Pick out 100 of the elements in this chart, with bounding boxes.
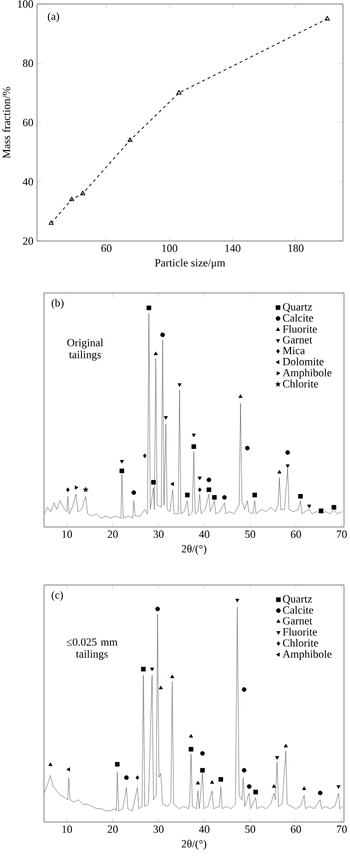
- point: [200, 768, 205, 773]
- point: [146, 306, 152, 310]
- point: [189, 734, 194, 738]
- legend-label: Amphibole: [282, 650, 332, 660]
- x-tick-label: 70: [336, 826, 347, 833]
- point: [210, 780, 214, 784]
- x-tick-label: 10: [62, 530, 72, 538]
- x-tick-label: 70: [336, 530, 347, 538]
- point: [318, 790, 322, 796]
- point: [200, 751, 205, 756]
- x-tick-label: 60: [101, 244, 112, 252]
- x-tick-label: 60: [290, 530, 301, 538]
- y-tick-label: 80: [22, 60, 34, 67]
- y-tick-label: 100: [18, 0, 34, 8]
- point: [142, 453, 147, 458]
- legend-label: Garnet: [282, 336, 312, 344]
- point: [253, 790, 258, 794]
- legend-label: Quartz: [282, 595, 312, 604]
- point: [238, 394, 242, 398]
- point: [136, 775, 140, 780]
- point: [48, 220, 54, 225]
- point: [196, 780, 200, 784]
- point: [80, 190, 86, 196]
- point: [324, 16, 330, 20]
- point: [114, 762, 120, 767]
- point: [198, 487, 202, 492]
- legend-label: Dolomite: [282, 358, 324, 366]
- point: [242, 687, 246, 692]
- x-tick-label: 40: [199, 826, 210, 833]
- point: [164, 416, 168, 420]
- annotation: (c): [52, 590, 63, 601]
- point: [275, 756, 280, 760]
- x-tick-label: 50: [245, 826, 256, 833]
- legend-label: Quartz: [282, 303, 312, 312]
- point: [178, 383, 182, 387]
- point: [128, 137, 133, 142]
- point: [160, 332, 165, 338]
- x-tick-label: 10: [62, 826, 72, 833]
- point: [285, 450, 290, 455]
- point: [192, 434, 196, 438]
- x-axis-title: Particle size/μm: [154, 258, 226, 269]
- point: [242, 768, 246, 773]
- point: [252, 492, 257, 498]
- point: [245, 446, 250, 450]
- point: [82, 486, 88, 492]
- point: [235, 598, 240, 602]
- point: [307, 504, 312, 508]
- x-tick-label: 30: [154, 826, 164, 833]
- legend-label: Amphibole: [282, 368, 332, 379]
- point: [124, 775, 129, 780]
- x-tick-label: 140: [225, 244, 240, 252]
- point: [277, 470, 282, 474]
- point: [188, 746, 194, 752]
- point: [176, 90, 182, 95]
- point: [155, 606, 160, 612]
- y-tick-label: 20: [23, 237, 34, 245]
- legend-label: Mica: [282, 346, 305, 354]
- point: [48, 762, 52, 766]
- annotation: (b): [52, 298, 64, 309]
- point: [332, 504, 336, 510]
- point: [206, 487, 212, 492]
- point: [66, 487, 70, 492]
- x-tick-label: 40: [199, 530, 210, 538]
- point: [222, 495, 227, 500]
- point: [336, 785, 341, 789]
- point: [212, 495, 217, 500]
- legend-label: Garnet: [282, 617, 312, 624]
- y-axis-title: Mass fraction/%: [2, 86, 10, 158]
- y-tick-label: 40: [22, 178, 34, 186]
- point: [206, 478, 212, 482]
- point: [198, 476, 202, 480]
- point: [120, 468, 124, 474]
- x-axis-title: 2θ/(°): [182, 544, 206, 555]
- point: [218, 777, 224, 782]
- x-tick-label: 20: [108, 530, 118, 538]
- point: [246, 784, 252, 789]
- annotation: (a): [48, 12, 60, 22]
- x-tick-label: 30: [154, 530, 164, 538]
- point: [272, 784, 276, 788]
- x-tick-label: 50: [245, 530, 256, 538]
- point: [141, 666, 146, 672]
- annotation: Original tailings: [67, 338, 104, 361]
- point: [286, 464, 290, 468]
- y-tick-label: 60: [22, 118, 34, 126]
- x-tick-label: 180: [288, 244, 304, 252]
- point: [318, 508, 324, 514]
- point: [66, 767, 70, 772]
- x-tick-label: 100: [162, 244, 178, 252]
- x-axis-title: 2θ/(°): [182, 840, 206, 850]
- point: [170, 674, 174, 678]
- legend-label: Chlorite: [282, 380, 318, 388]
- point: [120, 460, 124, 464]
- point: [150, 668, 154, 672]
- point: [298, 494, 303, 499]
- point: [191, 444, 196, 449]
- point: [185, 492, 190, 498]
- point: [170, 482, 174, 486]
- point: [151, 480, 156, 485]
- point: [131, 490, 136, 495]
- point: [154, 352, 158, 356]
